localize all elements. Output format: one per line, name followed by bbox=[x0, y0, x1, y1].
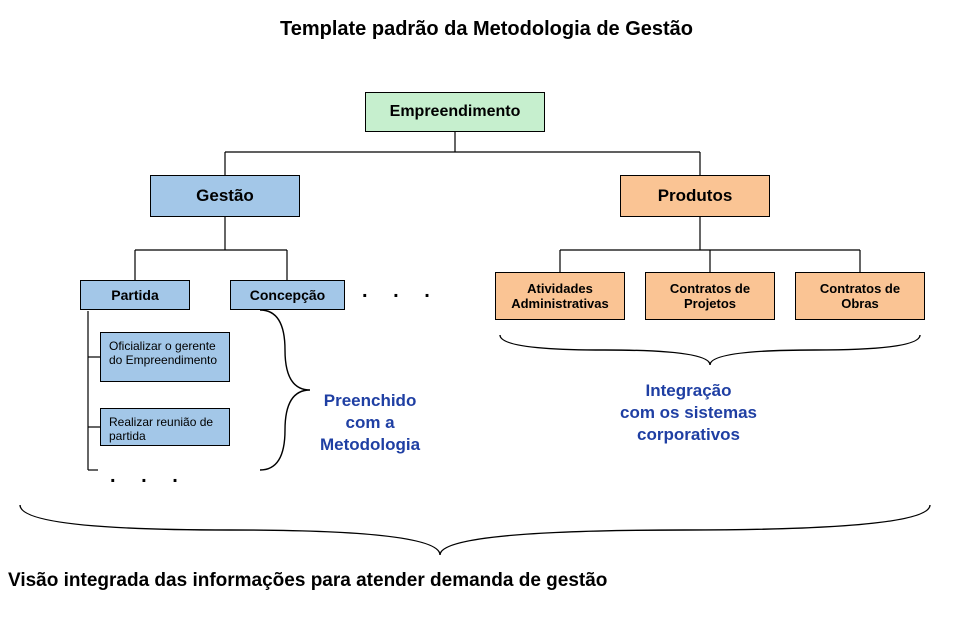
node-label: Empreendimento bbox=[390, 103, 521, 121]
ellipsis-icon: . . . bbox=[110, 465, 188, 488]
node-partida: Partida bbox=[80, 280, 190, 310]
node-atividades-administrativas: Atividades Administrativas bbox=[495, 272, 625, 320]
node-label: Atividades Administrativas bbox=[504, 281, 616, 311]
node-label: Gestão bbox=[196, 186, 254, 206]
annotation-preenchido: Preenchidocom aMetodologia bbox=[320, 390, 420, 456]
node-gestao: Gestão bbox=[150, 175, 300, 217]
bottom-caption: Visão integrada das informações para ate… bbox=[8, 570, 973, 592]
diagram-title: Template padrão da Metodologia de Gestão bbox=[0, 18, 973, 41]
node-contratos-projetos: Contratos de Projetos bbox=[645, 272, 775, 320]
node-label: Contratos de Projetos bbox=[654, 281, 766, 311]
annotation-integracao: Integraçãocom os sistemascorporativos bbox=[620, 380, 757, 446]
node-label: Produtos bbox=[658, 186, 733, 206]
node-label: Partida bbox=[111, 287, 158, 303]
subnode-label: Realizar reunião de partida bbox=[109, 415, 213, 443]
node-produtos: Produtos bbox=[620, 175, 770, 217]
node-label: Contratos de Obras bbox=[804, 281, 916, 311]
node-concepcao: Concepção bbox=[230, 280, 345, 310]
node-label: Concepção bbox=[250, 287, 325, 303]
subnode-realizar: Realizar reunião de partida bbox=[100, 408, 230, 446]
node-contratos-obras: Contratos de Obras bbox=[795, 272, 925, 320]
ellipsis-icon: . . . bbox=[362, 280, 440, 303]
subnode-oficializar: Oficializar o gerente do Empreendimento bbox=[100, 332, 230, 382]
node-empreendimento: Empreendimento bbox=[365, 92, 545, 132]
subnode-label: Oficializar o gerente do Empreendimento bbox=[109, 339, 217, 367]
